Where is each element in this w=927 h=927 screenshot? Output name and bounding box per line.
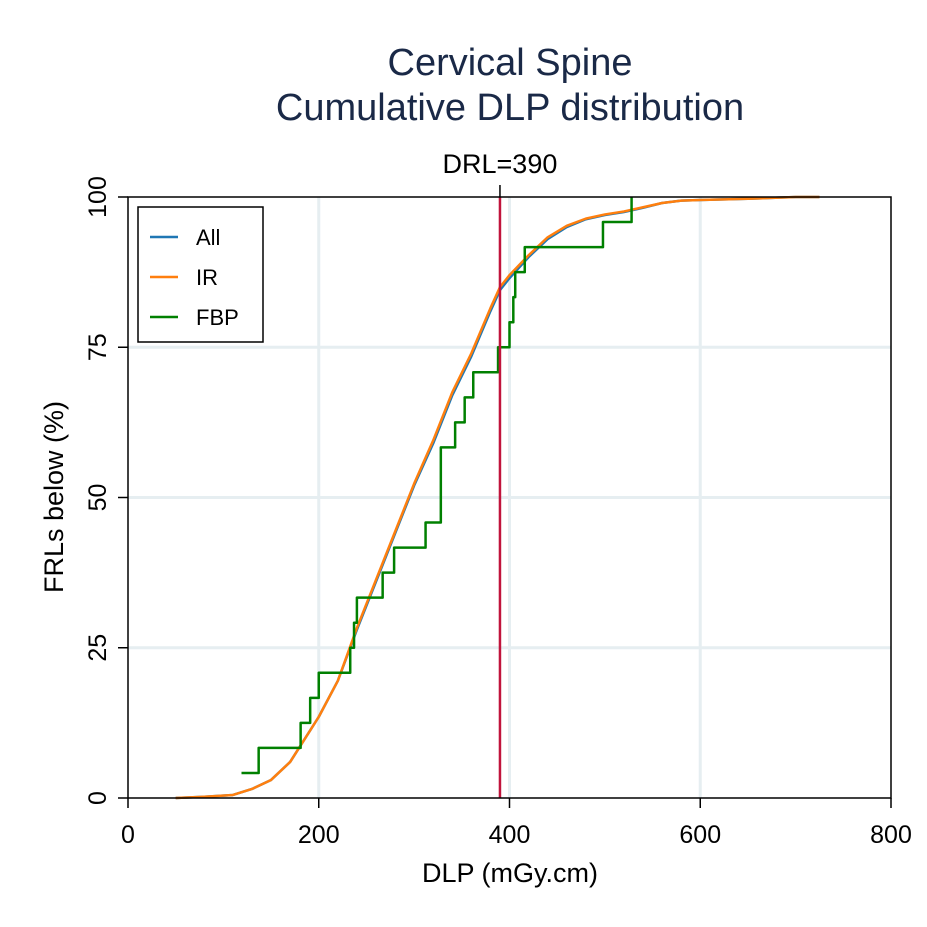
legend-box — [137, 206, 264, 343]
x-tick-label: 200 — [298, 821, 340, 849]
series-line-ir — [175, 195, 820, 800]
y-tick-label: 0 — [84, 791, 112, 805]
x-tick-label: 800 — [870, 821, 912, 849]
legend: All IR FBP — [137, 206, 264, 343]
x-tick-label: 600 — [679, 821, 721, 849]
x-tick-label: 0 — [121, 821, 135, 849]
legend-label: IR — [196, 265, 218, 290]
y-axis-label: FRLs below (%) — [39, 401, 69, 593]
series-lines — [175, 195, 820, 800]
legend-label: All — [196, 225, 220, 250]
axes: 0 200 400 600 800 0 25 50 75 100 — [84, 176, 912, 849]
x-axis-label: DLP (mGy.cm) — [422, 858, 598, 888]
y-tick-label: 25 — [84, 634, 112, 662]
y-tick-label: 50 — [84, 484, 112, 512]
y-tick-label: 100 — [84, 176, 112, 218]
drl-reference: DRL=390 — [443, 149, 558, 798]
chart-title: Cervical Spine — [388, 42, 633, 84]
drl-label: DRL=390 — [443, 149, 558, 179]
legend-label: FBP — [196, 305, 239, 330]
series-line-fbp — [241, 197, 633, 775]
chart-subtitle: Cumulative DLP distribution — [276, 87, 744, 129]
y-tick-label: 75 — [84, 333, 112, 361]
plot-frame — [127, 196, 892, 799]
x-tick-label: 400 — [489, 821, 531, 849]
